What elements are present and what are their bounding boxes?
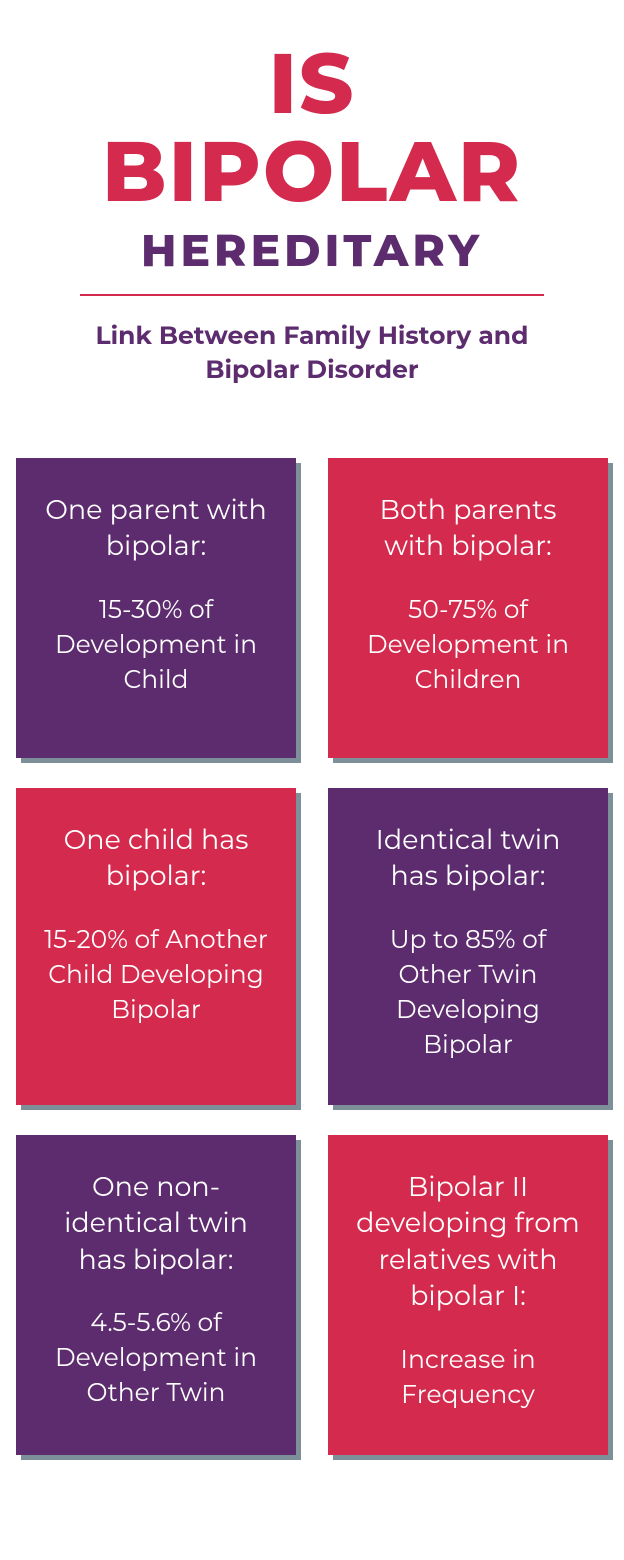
card-grid: One parent with bipolar: 15-30% of Devel… xyxy=(0,418,624,1475)
stat-card: One parent with bipolar: 15-30% of Devel… xyxy=(16,458,296,758)
card-body: 15-20% of Another Child Developing Bipol… xyxy=(38,923,274,1028)
stat-card: Both parents with bipolar: 50-75% of Dev… xyxy=(328,458,608,758)
title-line-1: IS xyxy=(30,40,594,128)
card-body: 50-75% of Development in Children xyxy=(350,593,586,698)
card-body: 15-30% of Development in Child xyxy=(38,593,274,698)
card-heading: Identical twin has bipolar: xyxy=(350,822,586,895)
card-heading: One parent with bipolar: xyxy=(38,492,274,565)
infographic-container: IS BIPOLAR HEREDITARY Link Between Famil… xyxy=(0,0,624,1475)
stat-card: One non-identical twin has bipolar: 4.5-… xyxy=(16,1135,296,1455)
title-line-3: HEREDITARY xyxy=(30,224,594,278)
subtitle-text: Link Between Family History and Bipolar … xyxy=(30,320,594,388)
stat-card: One child has bipolar: 15-20% of Another… xyxy=(16,788,296,1105)
card-heading: Both parents with bipolar: xyxy=(350,492,586,565)
card-heading: One non-identical twin has bipolar: xyxy=(38,1169,274,1278)
stat-card: Identical twin has bipolar: Up to 85% of… xyxy=(328,788,608,1105)
header-block: IS BIPOLAR HEREDITARY Link Between Famil… xyxy=(0,0,624,418)
card-heading: One child has bipolar: xyxy=(38,822,274,895)
title-line-2: BIPOLAR xyxy=(30,128,594,216)
card-body: Up to 85% of Other Twin Developing Bipol… xyxy=(350,923,586,1063)
card-body: Increase in Frequency xyxy=(350,1343,586,1413)
divider-line xyxy=(80,294,544,296)
card-heading: Bipolar II developing from relatives wit… xyxy=(350,1169,586,1315)
stat-card: Bipolar II developing from relatives wit… xyxy=(328,1135,608,1455)
card-body: 4.5-5.6% of Development in Other Twin xyxy=(38,1306,274,1411)
